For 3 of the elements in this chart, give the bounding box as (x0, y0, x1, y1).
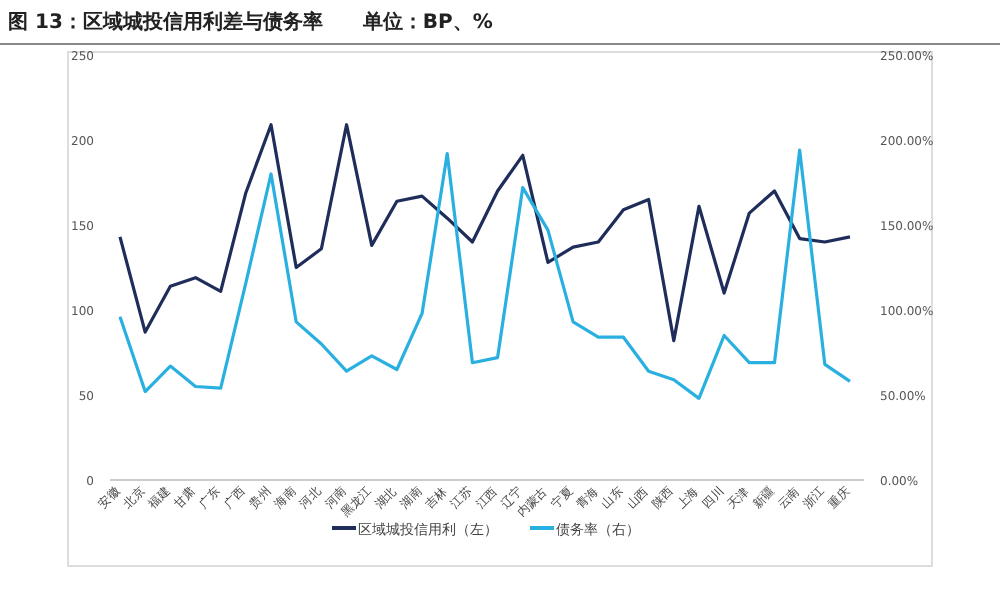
line-series (118, 148, 852, 400)
line-series (118, 123, 852, 343)
chart-title: 图 13：区域城投信用利差与债务率 单位：BP、% (8, 10, 493, 34)
